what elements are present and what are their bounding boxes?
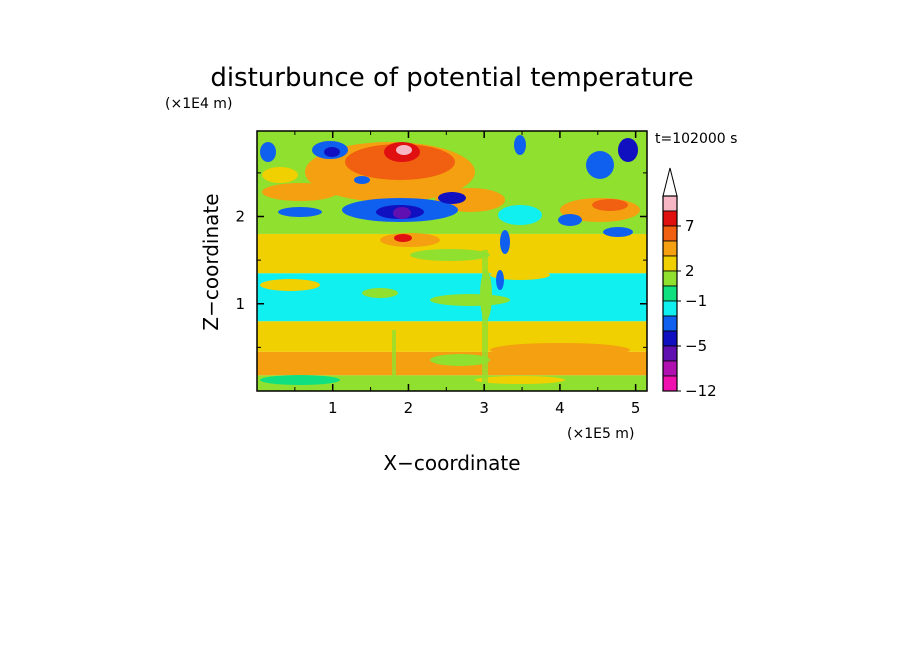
y-axis-label: Z−coordinate — [199, 193, 223, 330]
y-tick-label-1: 1 — [235, 295, 245, 313]
colorbar-swatch-7 — [662, 300, 678, 317]
colorbar-swatch-8 — [662, 315, 678, 332]
x-unit-label: (×1E5 m) — [567, 426, 634, 442]
x-tick-label-4: 4 — [555, 399, 565, 417]
colorbar-swatch-3 — [662, 240, 678, 257]
x-tick-label-3: 3 — [479, 399, 489, 417]
colorbar-swatch-2 — [662, 225, 678, 242]
colorbar-swatch-5 — [662, 270, 678, 287]
y-tick-label-2: 2 — [235, 208, 245, 226]
y-unit-label: (×1E4 m) — [165, 96, 232, 112]
colorbar-swatch-0 — [662, 195, 678, 212]
colorbar-label-2: −1 — [685, 292, 707, 310]
x-axis-ticks: 1 2 3 4 5 — [294, 131, 641, 417]
colorbar-swatch-12 — [662, 375, 678, 392]
chart-title: disturbunce of potential temperature — [210, 63, 693, 93]
x-tick-label-1: 1 — [328, 399, 338, 417]
colorbar-extend-arrow — [662, 167, 678, 197]
colorbar-swatch-6 — [662, 285, 678, 302]
x-tick-label-2: 2 — [404, 399, 414, 417]
colorbar-swatch-4 — [662, 255, 678, 272]
plot-frame — [256, 130, 648, 392]
colorbar-swatch-11 — [662, 360, 678, 377]
x-tick-label-5: 5 — [631, 399, 641, 417]
colorbar: 7 2 −1 −5 −12 — [662, 167, 717, 400]
colorbar-swatch-10 — [662, 345, 678, 362]
x-axis-label: X−coordinate — [383, 451, 520, 475]
colorbar-label-0: 7 — [685, 217, 695, 235]
colorbar-swatch-1 — [662, 210, 678, 227]
colorbar-frame — [662, 195, 678, 392]
contour-texture — [260, 135, 645, 390]
colorbar-swatch-9 — [662, 330, 678, 347]
colorbar-label-3: −5 — [685, 337, 707, 355]
colorbar-label-4: −12 — [685, 382, 717, 400]
time-label: t=102000 s — [655, 131, 737, 147]
y-axis-ticks: 12 — [235, 172, 647, 348]
plot-area — [257, 131, 647, 391]
colorbar-label-1: 2 — [685, 262, 695, 280]
